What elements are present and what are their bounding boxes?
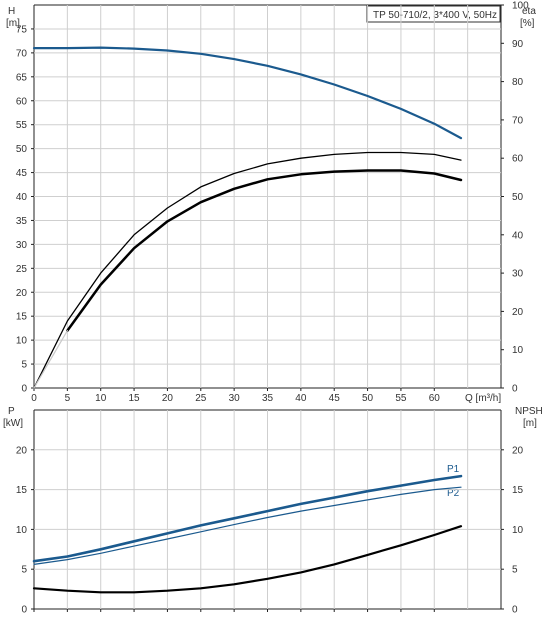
upper-left-tick-label: 60 <box>16 96 28 107</box>
lower-right-tick-label: 0 <box>512 605 518 616</box>
upper-left-tick-label: 35 <box>16 216 28 227</box>
title-box <box>366 5 501 23</box>
x-tick-label: 20 <box>162 393 174 404</box>
lower-left-tick-label: 20 <box>16 445 28 456</box>
upper-left-tick-label: 25 <box>16 264 28 275</box>
chart-title: TP 50-710/2, 3*400 V, 50Hz <box>373 10 497 21</box>
lower-left-axis-name: P <box>8 406 15 417</box>
upper-right-tick-label: 30 <box>512 269 524 280</box>
grid-layer <box>34 5 501 609</box>
lower-left-tick-label: 0 <box>21 605 27 616</box>
upper-left-tick-label: 75 <box>16 24 28 35</box>
upper-right-tick-label: 70 <box>512 115 524 126</box>
upper-left-axis-name: H <box>8 6 15 17</box>
upper-left-tick-label: 40 <box>16 192 28 203</box>
x-tick-label: 40 <box>295 393 307 404</box>
upper-right-tick-label: 90 <box>512 39 524 50</box>
x-tick-label: 0 <box>31 393 37 404</box>
lower-series-line-p2 <box>33 486 462 566</box>
lower-left-tick-label: 5 <box>21 565 27 576</box>
upper-left-tick-label: 70 <box>16 48 28 59</box>
upper-right-tick-label: 0 <box>512 384 518 395</box>
upper-left-tick-label: 0 <box>21 384 27 395</box>
lower-left-tick-label: 10 <box>16 525 28 536</box>
upper-left-axis-unit: [m] <box>6 18 20 29</box>
lower-left-tick-label: 15 <box>16 485 28 496</box>
lower-right-tick-label: 5 <box>512 565 518 576</box>
upper-left-tick-label: 50 <box>16 144 28 155</box>
upper-right-tick-label: 10 <box>512 345 524 356</box>
upper-right-axis-unit: [%] <box>520 18 535 29</box>
series-layer <box>32 46 463 594</box>
upper-right-tick-label: 50 <box>512 192 524 203</box>
upper-right-tick-label: 80 <box>512 77 524 88</box>
x-tick-label: 55 <box>395 393 407 404</box>
upper-left-tick-label: 15 <box>16 312 28 323</box>
lower-right-axis-name: NPSH <box>515 406 543 417</box>
upper-series-line-0 <box>32 46 463 140</box>
x-axis-title: Q [m³/h] <box>465 393 501 404</box>
series-label-p2: P2 <box>447 488 460 499</box>
x-tick-label: 30 <box>229 393 241 404</box>
lower-series-line-p1 <box>32 474 463 563</box>
upper-left-tick-label: 20 <box>16 288 28 299</box>
tick-layer: 0510152025303540455055606570750102030405… <box>16 1 529 616</box>
x-tick-label: 25 <box>195 393 207 404</box>
upper-right-tick-label: 60 <box>512 154 524 165</box>
upper-left-tick-label: 55 <box>16 120 28 131</box>
x-tick-label: 45 <box>329 393 341 404</box>
upper-series-line-2 <box>66 169 463 332</box>
lower-left-axis-unit: [kW] <box>3 418 23 429</box>
upper-series-line-1 <box>33 151 462 389</box>
upper-right-tick-label: 100 <box>512 1 529 12</box>
upper-left-tick-label: 10 <box>16 336 28 347</box>
x-tick-label: 15 <box>129 393 141 404</box>
x-tick-label: 5 <box>65 393 71 404</box>
lower-right-tick-label: 15 <box>512 485 524 496</box>
upper-right-axis-name: eta <box>522 6 536 17</box>
upper-left-tick-label: 65 <box>16 72 28 83</box>
upper-left-tick-label: 5 <box>21 360 27 371</box>
lower-right-tick-label: 10 <box>512 525 524 536</box>
x-tick-label: 10 <box>95 393 107 404</box>
upper-right-tick-label: 40 <box>512 230 524 241</box>
upper-left-tick-label: 45 <box>16 168 28 179</box>
upper-series-line-3 <box>33 330 69 389</box>
upper-left-tick-label: 30 <box>16 240 28 251</box>
x-tick-label: 60 <box>429 393 441 404</box>
lower-series-line-npsh <box>32 525 463 594</box>
x-tick-label: 35 <box>262 393 274 404</box>
upper-right-tick-label: 20 <box>512 307 524 318</box>
lower-right-axis-unit: [m] <box>523 418 537 429</box>
lower-right-tick-label: 20 <box>512 445 524 456</box>
series-label-p1: P1 <box>447 464 460 475</box>
x-tick-label: 50 <box>362 393 374 404</box>
